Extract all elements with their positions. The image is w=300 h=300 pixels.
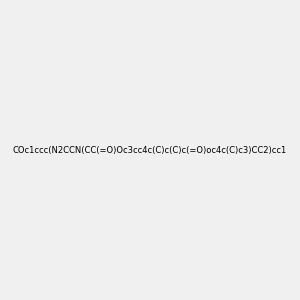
Text: COc1ccc(N2CCN(CC(=O)Oc3cc4c(C)c(C)c(=O)oc4c(C)c3)CC2)cc1: COc1ccc(N2CCN(CC(=O)Oc3cc4c(C)c(C)c(=O)o… [13, 146, 287, 154]
